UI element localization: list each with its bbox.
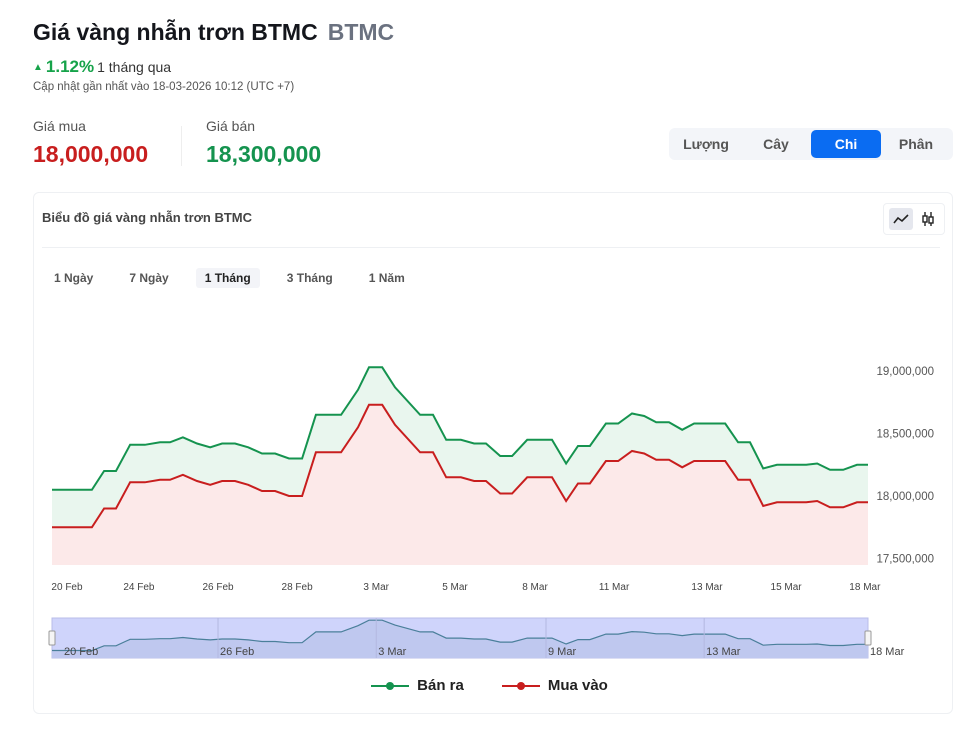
change-percent: 1.12% <box>45 57 95 76</box>
navigator-label: 3 Mar <box>378 646 406 658</box>
sell-value: 18,300,000 <box>206 141 322 167</box>
x-tick-label: 18 Mar <box>849 582 881 593</box>
y-tick-label: 18,000,000 <box>876 491 934 503</box>
legend-buy-label: Mua vào <box>547 677 608 694</box>
candlestick-icon[interactable] <box>916 208 940 230</box>
buy-line <box>52 403 868 529</box>
range-1-day[interactable]: 1 Ngày <box>54 271 94 285</box>
legend: Bán ra Mua vào <box>0 677 979 694</box>
legend-buy[interactable]: Mua vào <box>501 677 608 694</box>
x-tick-label: 5 Mar <box>442 582 468 593</box>
line-chart-icon[interactable] <box>888 208 913 230</box>
x-tick-label: 26 Feb <box>202 582 234 593</box>
range-7-days[interactable]: 7 Ngày <box>129 271 169 285</box>
navigator-line <box>52 619 868 652</box>
x-tick-label: 8 Mar <box>522 582 548 593</box>
change-period: 1 tháng qua <box>97 59 172 75</box>
x-tick-label: 20 Feb <box>51 582 83 593</box>
unit-cay[interactable]: Cây <box>763 136 789 152</box>
price-change: ▲ 1.12% 1 tháng qua <box>33 57 171 77</box>
y-tick-label: 17,500,000 <box>876 554 934 566</box>
header-divider <box>42 247 940 248</box>
buy-label: Giá mua <box>33 118 86 134</box>
chart-card <box>33 192 953 714</box>
navigator-label: 26 Feb <box>220 646 254 658</box>
navigator-area <box>52 620 868 658</box>
x-tick-label: 3 Mar <box>363 582 389 593</box>
unit-chi[interactable]: Chi <box>811 130 881 158</box>
navigator-label: 20 Feb <box>64 646 98 658</box>
legend-sell[interactable]: Bán ra <box>371 677 464 694</box>
navigator-label: 18 Mar <box>870 646 905 658</box>
x-tick-label: 15 Mar <box>771 582 803 593</box>
navigator-label: 9 Mar <box>548 646 576 658</box>
x-tick-label: 13 Mar <box>691 582 723 593</box>
buy-area <box>52 404 868 565</box>
buy-price: Giá mua 18,000,000 <box>33 118 148 168</box>
navigator-handle-right[interactable] <box>864 630 872 646</box>
last-updated: Cập nhật gần nhất vào 18-03-2026 10:12 (… <box>33 81 295 93</box>
x-tick-label: 28 Feb <box>282 582 314 593</box>
x-tick-label: 11 Mar <box>599 582 630 593</box>
sell-price: Giá bán 18,300,000 <box>206 118 321 168</box>
navigator-label: 13 Mar <box>706 646 741 658</box>
unit-selector: Lượng Cây Chi Phân <box>669 128 953 160</box>
buy-value: 18,000,000 <box>33 141 149 167</box>
sell-label: Giá bán <box>206 118 256 134</box>
triangle-up-icon: ▲ <box>33 62 43 73</box>
symbol: BTMC <box>327 19 395 45</box>
range-1-year[interactable]: 1 Năm <box>368 271 405 285</box>
legend-buy-marker-icon <box>501 681 540 690</box>
range-3-months[interactable]: 3 Tháng <box>286 271 333 285</box>
unit-phan[interactable]: Phân <box>898 136 934 152</box>
navigator-handle-left[interactable] <box>48 630 56 646</box>
range-1-month[interactable]: 1 Tháng <box>195 268 260 288</box>
unit-luong[interactable]: Lượng <box>683 136 729 152</box>
y-tick-label: 18,500,000 <box>876 429 934 441</box>
y-tick-label: 19,000,000 <box>876 366 934 378</box>
title-text: Giá vàng nhẫn trơn BTMC <box>33 19 318 45</box>
sell-line <box>52 366 868 491</box>
legend-sell-label: Bán ra <box>417 677 464 694</box>
range-tabs: 1 Ngày 7 Ngày 1 Tháng 3 Tháng 1 Năm <box>45 268 432 288</box>
chart-title: Biểu đồ giá vàng nhẫn trơn BTMC <box>42 210 253 225</box>
chart-type-toggle <box>883 203 945 235</box>
divider <box>181 126 182 166</box>
legend-sell-marker-icon <box>371 681 410 690</box>
page-title: Giá vàng nhẫn trơn BTMC BTMC <box>33 19 394 46</box>
x-tick-label: 24 Feb <box>123 582 155 593</box>
